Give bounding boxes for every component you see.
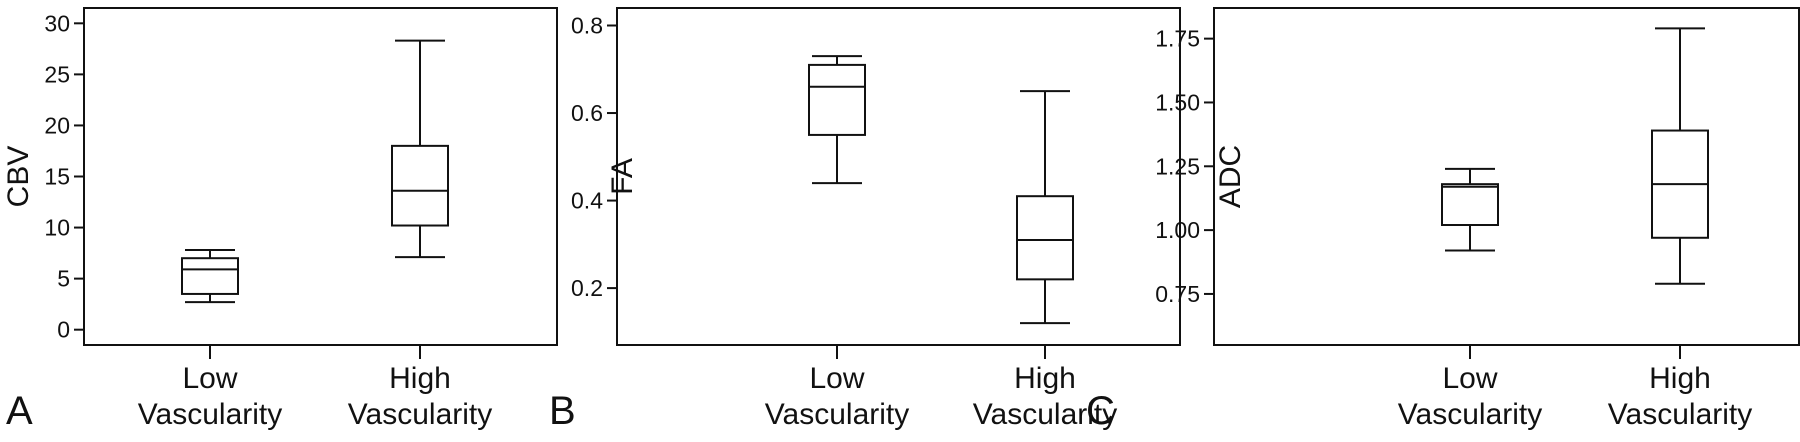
x-category-label-line1: High (1649, 362, 1711, 395)
x-category-label-line2: Vascularity (138, 398, 283, 431)
y-tick-label: 0.4 (571, 188, 603, 214)
y-tick-label: 0.6 (571, 100, 603, 126)
box-high-vascularity (1651, 27, 1709, 285)
box-high-vascularity (391, 39, 449, 259)
box-iqr (181, 257, 239, 295)
y-tick-label: 15 (44, 164, 70, 190)
plot-frame (616, 7, 1181, 346)
panel-letter: B (549, 389, 576, 433)
y-tick-label: 0 (57, 317, 70, 343)
y-tick-label: 30 (44, 10, 70, 36)
box-low-vascularity (181, 249, 239, 304)
box-iqr (391, 144, 449, 227)
box-high-vascularity (1016, 90, 1074, 325)
plot-frame (1213, 7, 1800, 346)
x-category-label-line2: Vascularity (1398, 398, 1543, 431)
x-category-label-line1: Low (1442, 362, 1497, 395)
box-iqr (808, 63, 866, 136)
y-tick-label: 10 (44, 215, 70, 241)
y-tick-label: 20 (44, 112, 70, 138)
box-iqr (1016, 195, 1074, 281)
x-category-label-line2: Vascularity (765, 398, 910, 431)
y-tick-label: 0.8 (571, 13, 603, 39)
box-low-vascularity (808, 55, 866, 185)
y-axis-label: ADC (1214, 145, 1247, 208)
y-tick-label: 1.75 (1155, 26, 1200, 52)
box-low-vascularity (1441, 167, 1499, 252)
panel-letter: A (6, 389, 33, 433)
x-category-label-line2: Vascularity (348, 398, 493, 431)
y-tick-label: 1.50 (1155, 89, 1200, 115)
panel-b: 0.20.40.60.8FALowVascularityHighVascular… (549, 7, 1181, 433)
x-category-label-line2: Vascularity (1608, 398, 1753, 431)
y-axis-label: FA (606, 158, 639, 195)
y-tick-label: 25 (44, 61, 70, 87)
x-category-label-line1: Low (182, 362, 237, 395)
panel-letter: C (1086, 389, 1115, 433)
y-tick-label: 1.25 (1155, 153, 1200, 179)
x-category-label-line1: High (1014, 362, 1076, 395)
plot-frame (83, 7, 558, 346)
x-category-label-line2: Vascularity (973, 398, 1118, 431)
y-axis-label: CBV (2, 146, 35, 208)
y-tick-label: 1.00 (1155, 217, 1200, 243)
x-category-label-line1: High (389, 362, 451, 395)
box-iqr (1441, 183, 1499, 227)
y-tick-label: 5 (57, 266, 70, 292)
y-tick-label: 0.75 (1155, 281, 1200, 307)
y-tick-label: 0.2 (571, 275, 603, 301)
x-category-label-line1: Low (809, 362, 864, 395)
panel-c: 0.751.001.251.501.75ADCLowVascularityHig… (1086, 7, 1800, 433)
panel-a: 051015202530CBVLowVascularityHighVascula… (2, 7, 558, 433)
